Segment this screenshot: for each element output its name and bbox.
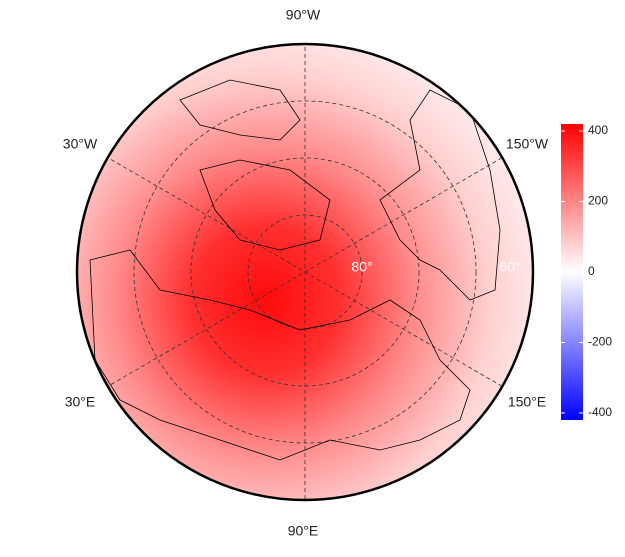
longitude-label: 150°E	[508, 394, 546, 410]
colorbar	[561, 124, 583, 420]
latitude-label: 60°	[499, 259, 520, 275]
map-border	[75, 42, 535, 502]
longitude-label: 30°W	[63, 136, 98, 152]
map-disc	[77, 44, 533, 500]
longitude-label: 90°E	[288, 523, 319, 539]
longitude-label: 90°W	[286, 7, 321, 23]
colorbar-tick-label: 0	[588, 264, 595, 278]
colorbar-tick-label: -200	[588, 335, 612, 349]
longitude-label: 30°E	[65, 394, 96, 410]
colorbar-tick-label: 200	[588, 194, 608, 208]
latitude-label: 80°	[351, 259, 372, 275]
colorbar-tick-label: -400	[588, 405, 612, 419]
colorbar-tick-label: 400	[588, 123, 608, 137]
longitude-label: 150°W	[506, 136, 549, 152]
